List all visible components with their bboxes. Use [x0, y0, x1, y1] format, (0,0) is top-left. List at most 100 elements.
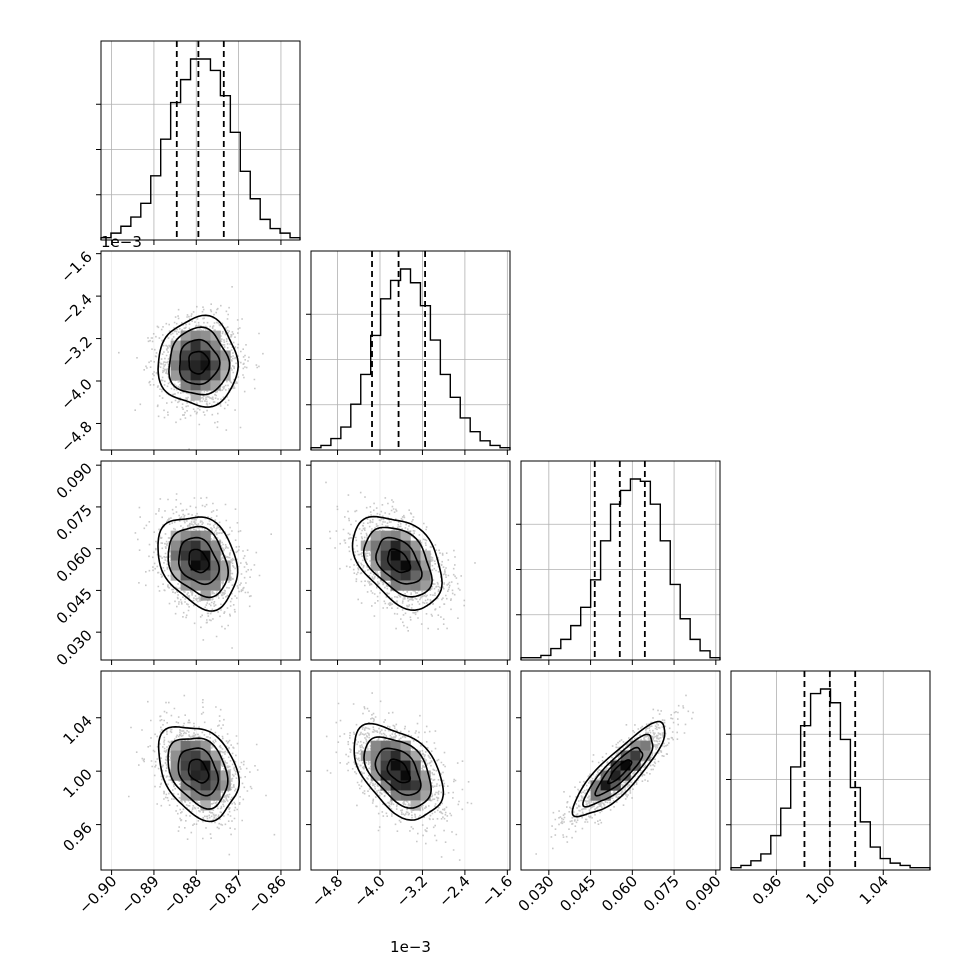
contour-1 [374, 747, 422, 797]
density-cell [210, 790, 221, 801]
density-cell [390, 790, 401, 801]
density-cell [410, 780, 421, 791]
density-cell [390, 770, 401, 781]
y-tick-label-1-1: −4.0 [57, 375, 95, 413]
hist-panel-0 [96, 41, 301, 240]
contour-0 [188, 548, 210, 574]
density-cell [190, 340, 201, 351]
density-cell [190, 740, 201, 751]
density-cell [210, 370, 221, 381]
hist-0-steps [100, 58, 301, 240]
density-cell [220, 570, 231, 581]
pair-frame-3-2 [520, 670, 721, 871]
contour-2 [362, 526, 433, 598]
density-cell [200, 800, 211, 811]
density-cell [370, 540, 381, 551]
x-tick-label-3-2: 1.04 [856, 872, 892, 908]
density-cell [220, 350, 231, 361]
density-cell [620, 750, 631, 761]
density-cell [190, 760, 201, 771]
y-tick-label-2-2: 0.060 [53, 543, 96, 586]
density-cell [190, 360, 201, 371]
density-cell [190, 390, 201, 401]
contour-3 [157, 314, 240, 408]
density-cell [210, 350, 221, 361]
density-cell [170, 750, 181, 761]
density-cell [180, 360, 191, 371]
density-cell [360, 750, 371, 761]
density-cell [220, 560, 231, 571]
density-cell [180, 330, 191, 341]
density-cell [390, 750, 401, 761]
contour-2 [167, 737, 229, 810]
y-tick-label-2-1: 0.045 [53, 585, 96, 628]
x-tick-label-0-1: −0.89 [118, 872, 163, 917]
density-cell [380, 780, 391, 791]
x-tick-label-2-0: 0.030 [515, 872, 558, 915]
contour-0 [386, 548, 412, 574]
x-tick-label-1-0: −4.8 [308, 872, 346, 910]
hist-3-frame [730, 670, 931, 871]
density-cell [380, 760, 391, 771]
density-cell [200, 530, 211, 541]
hist-3-steps [730, 688, 931, 870]
density-cell [180, 550, 191, 561]
density-cell [420, 560, 431, 571]
density-cell [180, 380, 191, 391]
x-tick-label-3-0: 0.96 [749, 872, 785, 908]
density-cell [620, 760, 631, 771]
x-tick-label-1-4: −1.6 [478, 872, 516, 910]
density-cell [370, 750, 381, 761]
density-cell [210, 360, 221, 371]
density-cell [170, 530, 181, 541]
contour-1 [594, 746, 644, 797]
density-cell [200, 360, 211, 371]
pair-frame-2-0 [100, 460, 301, 661]
density-cell [210, 780, 221, 791]
pair-inner-2-0 [111, 461, 282, 660]
contour-0 [386, 758, 412, 784]
density-cell [630, 740, 641, 751]
pair-panel-3-2 [535, 671, 717, 870]
density-cell [180, 540, 191, 551]
density-cell [420, 570, 431, 581]
density-cell [170, 550, 181, 561]
y-tick-label-2-4: 0.090 [53, 459, 96, 502]
density-cell [630, 760, 641, 771]
pair-inner-1-0 [111, 251, 282, 450]
density-cell [410, 800, 421, 811]
density-cell [380, 770, 391, 781]
contour-0 [606, 759, 633, 785]
density-cell [420, 580, 431, 591]
density-cell [380, 540, 391, 551]
density-cell [190, 540, 201, 551]
density-cell [200, 330, 211, 341]
density-cell [600, 790, 611, 801]
density-cell [180, 350, 191, 361]
density-cell [210, 380, 221, 391]
density-cell [180, 560, 191, 571]
density-cell [180, 770, 191, 781]
density-cell [390, 740, 401, 751]
density-cell [600, 780, 611, 791]
density-cell [390, 780, 401, 791]
contour-3 [571, 720, 666, 818]
density-cell [390, 560, 401, 571]
density-cell [380, 740, 391, 751]
contour-2 [363, 736, 433, 809]
y-offset-label-1: 1e−3 [101, 233, 142, 251]
density-cell [200, 370, 211, 381]
x-offset-label-1: 1e−3 [390, 938, 431, 956]
hist-0-frame [100, 40, 301, 241]
density-cell [210, 750, 221, 761]
density-cell [200, 750, 211, 761]
x-tick-label-1-3: −2.4 [435, 872, 473, 910]
density-cell [400, 570, 411, 581]
density-cell [400, 540, 411, 551]
pair-inner-3-0 [111, 671, 282, 870]
pair-panel-3-0 [111, 671, 282, 870]
density-cell [390, 550, 401, 561]
density-cell [190, 530, 201, 541]
pair-panel-2-1 [325, 461, 508, 660]
y-tick-label-3-2: 1.04 [59, 712, 95, 748]
